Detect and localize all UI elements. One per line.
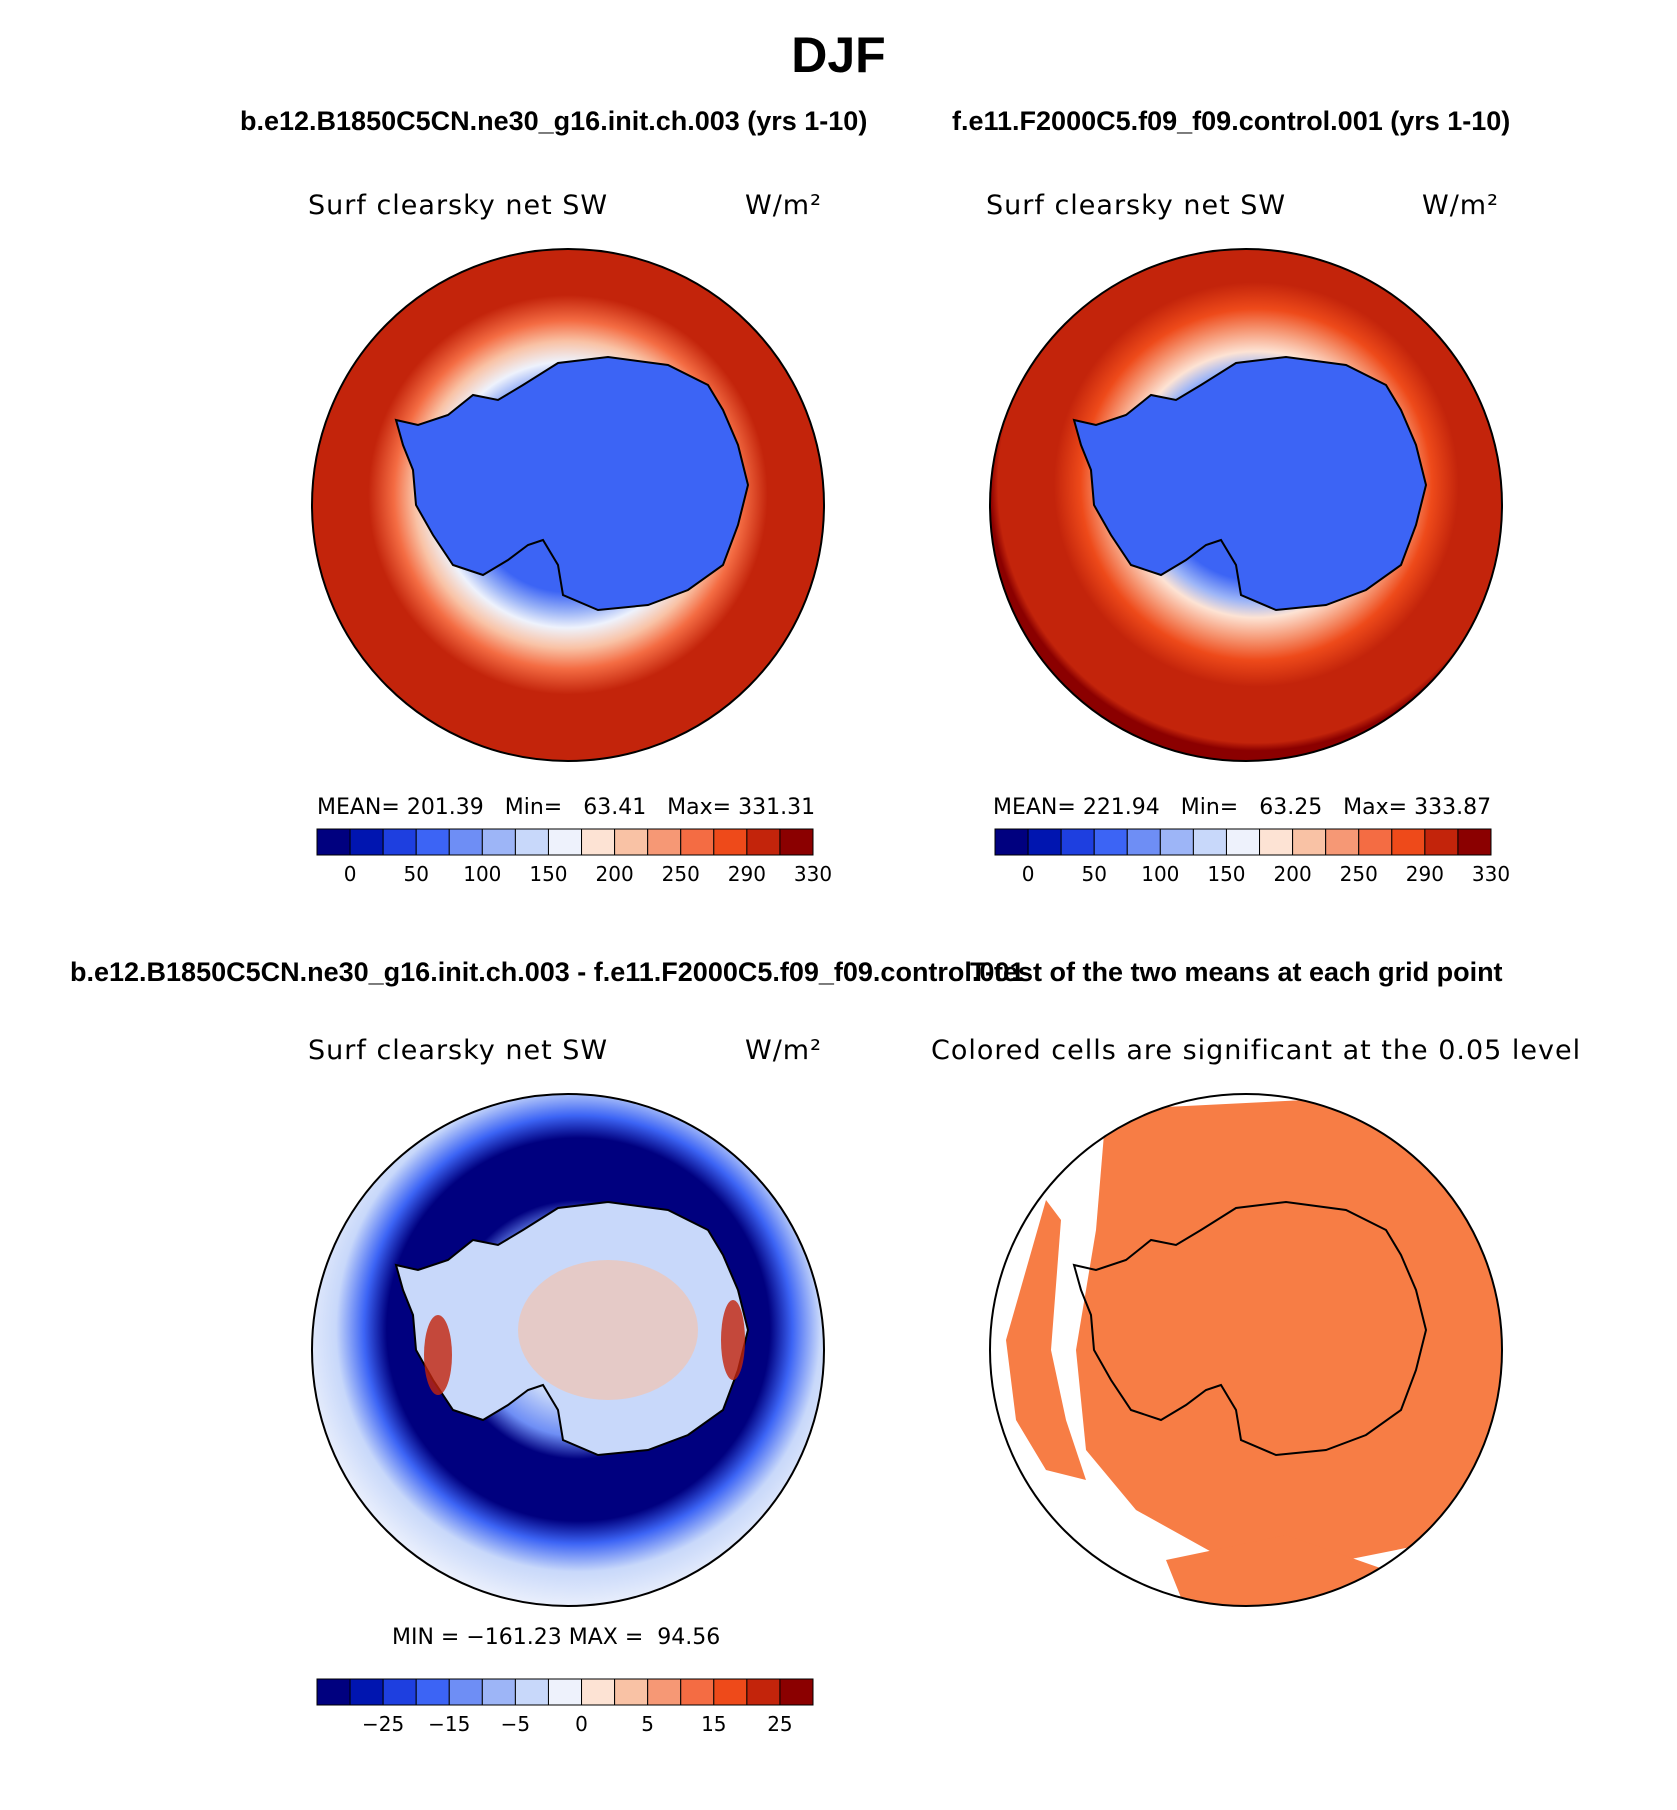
colorbar-swatch: [680, 1678, 715, 1706]
colorbar-swatch: [514, 1678, 549, 1706]
colorbar-swatch: [1391, 828, 1426, 856]
colorbar-swatch: [1325, 828, 1360, 856]
significant-cells: [1006, 1200, 1086, 1480]
colorbar-swatch: [415, 828, 450, 856]
colorbar-swatch: [746, 828, 781, 856]
colorbar-swatch: [647, 1678, 682, 1706]
colorbar-swatch: [1060, 828, 1095, 856]
colorbar-swatch: [415, 1678, 450, 1706]
panel1-field-label: Surf clearsky net SW: [308, 190, 609, 221]
colorbar-tick-label: 50: [1081, 862, 1106, 886]
colorbar-swatch: [1159, 828, 1194, 856]
colorbar-swatch: [1027, 828, 1062, 856]
panel3-polar-map: [311, 1093, 825, 1607]
case1-title: b.e12.B1850C5CN.ne30_g16.init.ch.003 (yr…: [240, 106, 868, 136]
colorbar-swatch: [1259, 828, 1294, 856]
colorbar-swatch: [349, 828, 384, 856]
colorbar-swatch: [316, 1678, 351, 1706]
panel2-stats: MEAN= 221.94 Min= 63.25 Max= 333.87: [993, 795, 1492, 820]
colorbar-swatch: [1093, 828, 1128, 856]
colorbar-swatch: [316, 828, 351, 856]
panel4-field-label: Colored cells are significant at the 0.0…: [931, 1035, 1582, 1066]
colorbar-tick-label: 150: [529, 862, 567, 886]
colorbar-tick-label: 330: [794, 862, 832, 886]
colorbar-swatch: [994, 828, 1029, 856]
panel3-units: W/m²: [745, 1035, 822, 1066]
colorbar-swatch: [1192, 828, 1227, 856]
colorbar-tick-label: 290: [1406, 862, 1444, 886]
colorbar-tick-label: 250: [1340, 862, 1378, 886]
panel2-colorbar: 0 50 100 150 200 250 290 330: [994, 828, 1510, 886]
panel1-polar-map: [311, 248, 825, 762]
page-title: DJF: [791, 27, 886, 83]
colorbar-swatch: [448, 828, 483, 856]
colorbar-tick-label: 50: [403, 862, 428, 886]
panel1-colorbar: 0 50 100 150 200 250 290 330: [316, 828, 832, 886]
panel3-stats: MIN = −161.23 MAX = 94.56: [392, 1625, 721, 1650]
colorbar-tick-label: 150: [1207, 862, 1245, 886]
colorbar-tick-label: 5: [641, 1712, 654, 1736]
colorbar-swatch: [547, 1678, 583, 1706]
colorbar-swatch: [647, 828, 682, 856]
colorbar-swatch: [349, 1678, 384, 1706]
case2-title: f.e11.F2000C5.f09_f09.control.001 (yrs 1…: [952, 106, 1511, 136]
colorbar-swatch: [713, 1678, 748, 1706]
colorbar-swatch: [680, 828, 715, 856]
colorbar-tick-label: 200: [1274, 862, 1312, 886]
panel3-field-label: Surf clearsky net SW: [308, 1035, 609, 1066]
colorbar-swatch: [481, 1678, 516, 1706]
colorbar-swatch: [581, 1678, 616, 1706]
colorbar-tick-label: 0: [1022, 862, 1035, 886]
colorbar-tick-label: 290: [728, 862, 766, 886]
colorbar-swatch: [1126, 828, 1161, 856]
colorbar-tick-label: 0: [575, 1712, 588, 1736]
colorbar-swatch: [547, 828, 583, 856]
colorbar-swatch: [779, 828, 814, 856]
panel2-units: W/m²: [1422, 190, 1499, 221]
colorbar-swatch: [1424, 828, 1459, 856]
antarctica-outline: [394, 355, 750, 612]
panel3-colorbar: −25 −15 −5 0 5 15 25: [316, 1678, 814, 1736]
colorbar-tick-label: 100: [463, 862, 501, 886]
colorbar-tick-label: −15: [428, 1712, 470, 1736]
panel1-units: W/m²: [745, 190, 822, 221]
panel4-polar-map: [989, 1093, 1503, 1607]
colorbar-swatch: [382, 828, 417, 856]
colorbar-tick-label: 15: [701, 1712, 726, 1736]
colorbar-tick-label: −5: [501, 1712, 530, 1736]
colorbar-tick-label: −25: [362, 1712, 404, 1736]
coastal-positive-anomaly: [424, 1315, 452, 1395]
antarctica-outline: [1072, 355, 1428, 612]
positive-anomaly-region: [518, 1260, 698, 1400]
colorbar-swatch: [614, 1678, 649, 1706]
colorbar-tick-label: 330: [1472, 862, 1510, 886]
map-circle: [989, 1093, 1503, 1607]
difference-title: b.e12.B1850C5CN.ne30_g16.init.ch.003 - f…: [70, 957, 1025, 987]
colorbar-tick-label: 100: [1141, 862, 1179, 886]
colorbar-tick-label: 250: [662, 862, 700, 886]
antarctica-outline: [1072, 1200, 1428, 1457]
colorbar-swatch: [448, 1678, 483, 1706]
colorbar-swatch: [713, 828, 748, 856]
coastal-positive-anomaly: [721, 1300, 745, 1380]
significant-cells: [1076, 1094, 1502, 1560]
colorbar-swatch: [614, 828, 649, 856]
colorbar-swatch: [1225, 828, 1261, 856]
colorbar-swatch: [382, 1678, 417, 1706]
colorbar-tick-label: 0: [344, 862, 357, 886]
colorbar-tick-label: 25: [767, 1712, 792, 1736]
ttest-title: T-test of the two means at each grid poi…: [970, 957, 1503, 987]
colorbar-swatch: [581, 828, 616, 856]
colorbar-swatch: [1358, 828, 1393, 856]
panel2-polar-map: [989, 248, 1503, 762]
colorbar-swatch: [779, 1678, 814, 1706]
colorbar-swatch: [481, 828, 516, 856]
colorbar-swatch: [514, 828, 549, 856]
colorbar-swatch: [1292, 828, 1327, 856]
colorbar-swatch: [1457, 828, 1492, 856]
colorbar-tick-label: 200: [596, 862, 634, 886]
panel1-stats: MEAN= 201.39 Min= 63.41 Max= 331.31: [317, 795, 816, 820]
colorbar-swatch: [746, 1678, 781, 1706]
panel2-field-label: Surf clearsky net SW: [986, 190, 1287, 221]
